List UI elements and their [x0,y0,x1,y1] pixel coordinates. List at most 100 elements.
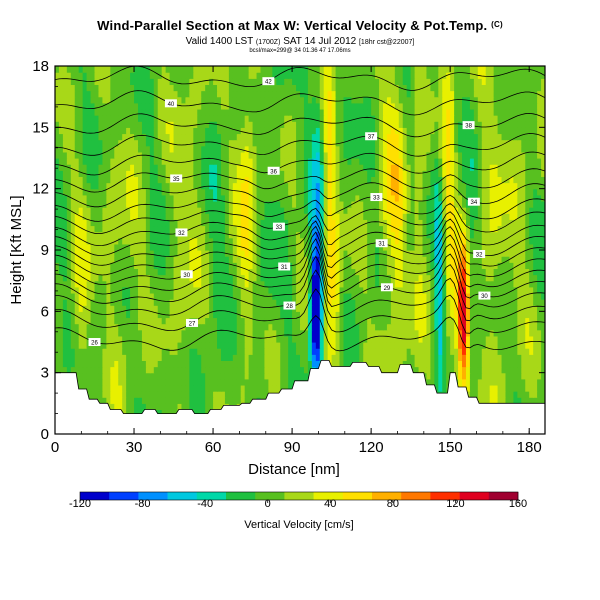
velocity-cell [252,231,258,239]
velocity-cell [185,305,190,312]
velocity-cell [454,292,459,300]
velocity-cell [434,384,439,392]
velocity-cell [386,317,392,325]
velocity-cell [153,250,159,257]
velocity-cell [114,231,119,239]
velocity-cell [509,305,514,312]
velocity-cell [106,250,111,257]
velocity-cell [90,200,96,208]
velocity-cell [505,237,511,245]
velocity-cell [386,225,392,233]
velocity-cell [493,286,499,294]
velocity-cell [537,268,542,276]
velocity-cell [489,342,495,349]
velocity-cell [335,200,341,208]
velocity-cell [363,262,368,269]
velocity-cell [201,286,206,294]
velocity-cell [414,329,420,337]
velocity-cell [110,250,115,257]
velocity-cell [193,207,198,214]
velocity-cell [149,243,155,251]
velocity-cell [481,366,487,374]
velocity-cell [501,384,507,392]
velocity-cell [153,231,159,239]
velocity-cell [343,280,349,288]
velocity-cell [446,219,451,227]
velocity-cell [446,348,451,355]
velocity-cell [347,213,352,220]
velocity-cell [307,299,313,306]
velocity-cell [106,231,111,239]
velocity-cell [509,311,514,319]
velocity-cell [98,317,104,325]
velocity-cell [185,219,190,227]
velocity-cell [284,243,289,251]
velocity-cell [189,219,194,227]
velocity-cell [296,200,301,208]
velocity-cell [537,317,542,325]
velocity-cell [446,366,451,374]
velocity-cell [189,323,194,331]
velocity-cell [134,384,139,392]
velocity-cell [201,225,206,233]
velocity-cell [244,348,250,355]
velocity-cell [62,280,68,288]
velocity-cell [288,286,293,294]
velocity-cell [371,329,376,337]
velocity-cell [252,372,258,380]
velocity-cell [367,262,372,269]
velocity-cell [205,397,210,404]
velocity-cell [161,231,167,239]
velocity-cell [537,243,542,251]
velocity-cell [450,360,455,368]
velocity-cell [501,256,507,263]
velocity-cell [537,384,542,392]
velocity-cell [454,194,459,202]
velocity-cell [394,256,400,263]
velocity-cell [541,250,545,257]
velocity-cell [375,280,380,288]
velocity-cell [213,311,218,319]
velocity-cell [177,335,183,343]
velocity-cell [485,219,491,227]
velocity-cell [177,243,183,251]
velocity-cell [264,250,269,257]
velocity-cell [86,213,92,220]
velocity-cell [442,286,447,294]
velocity-cell [94,323,100,331]
velocity-cell [78,335,84,343]
velocity-cell [157,262,163,269]
velocity-cell [149,225,155,233]
velocity-cell [110,243,115,251]
velocity-cell [185,194,190,202]
velocity-cell [244,231,250,239]
velocity-cell [118,250,123,257]
velocity-cell [359,237,364,245]
velocity-cell [228,311,234,319]
velocity-cell [201,384,206,392]
velocity-cell [307,280,313,288]
velocity-cell [473,219,479,227]
velocity-cell [501,274,507,282]
velocity-cell [513,237,518,245]
velocity-cell [489,299,495,306]
velocity-cell [390,348,396,355]
velocity-cell [70,219,76,227]
velocity-cell [70,360,76,368]
velocity-cell [458,323,463,331]
velocity-cell [509,256,514,263]
velocity-cell [66,286,72,294]
velocity-cell [137,213,143,220]
velocity-cell [327,225,333,233]
velocity-cell [296,360,301,368]
velocity-cell [315,250,321,257]
velocity-cell [351,268,356,276]
velocity-cell [276,274,281,282]
velocity-cell [228,342,234,349]
velocity-cell [339,280,345,288]
velocity-cell [426,354,432,361]
velocity-cell [505,384,511,392]
velocity-cell [319,292,325,300]
velocity-cell [153,372,159,380]
velocity-cell [284,280,289,288]
